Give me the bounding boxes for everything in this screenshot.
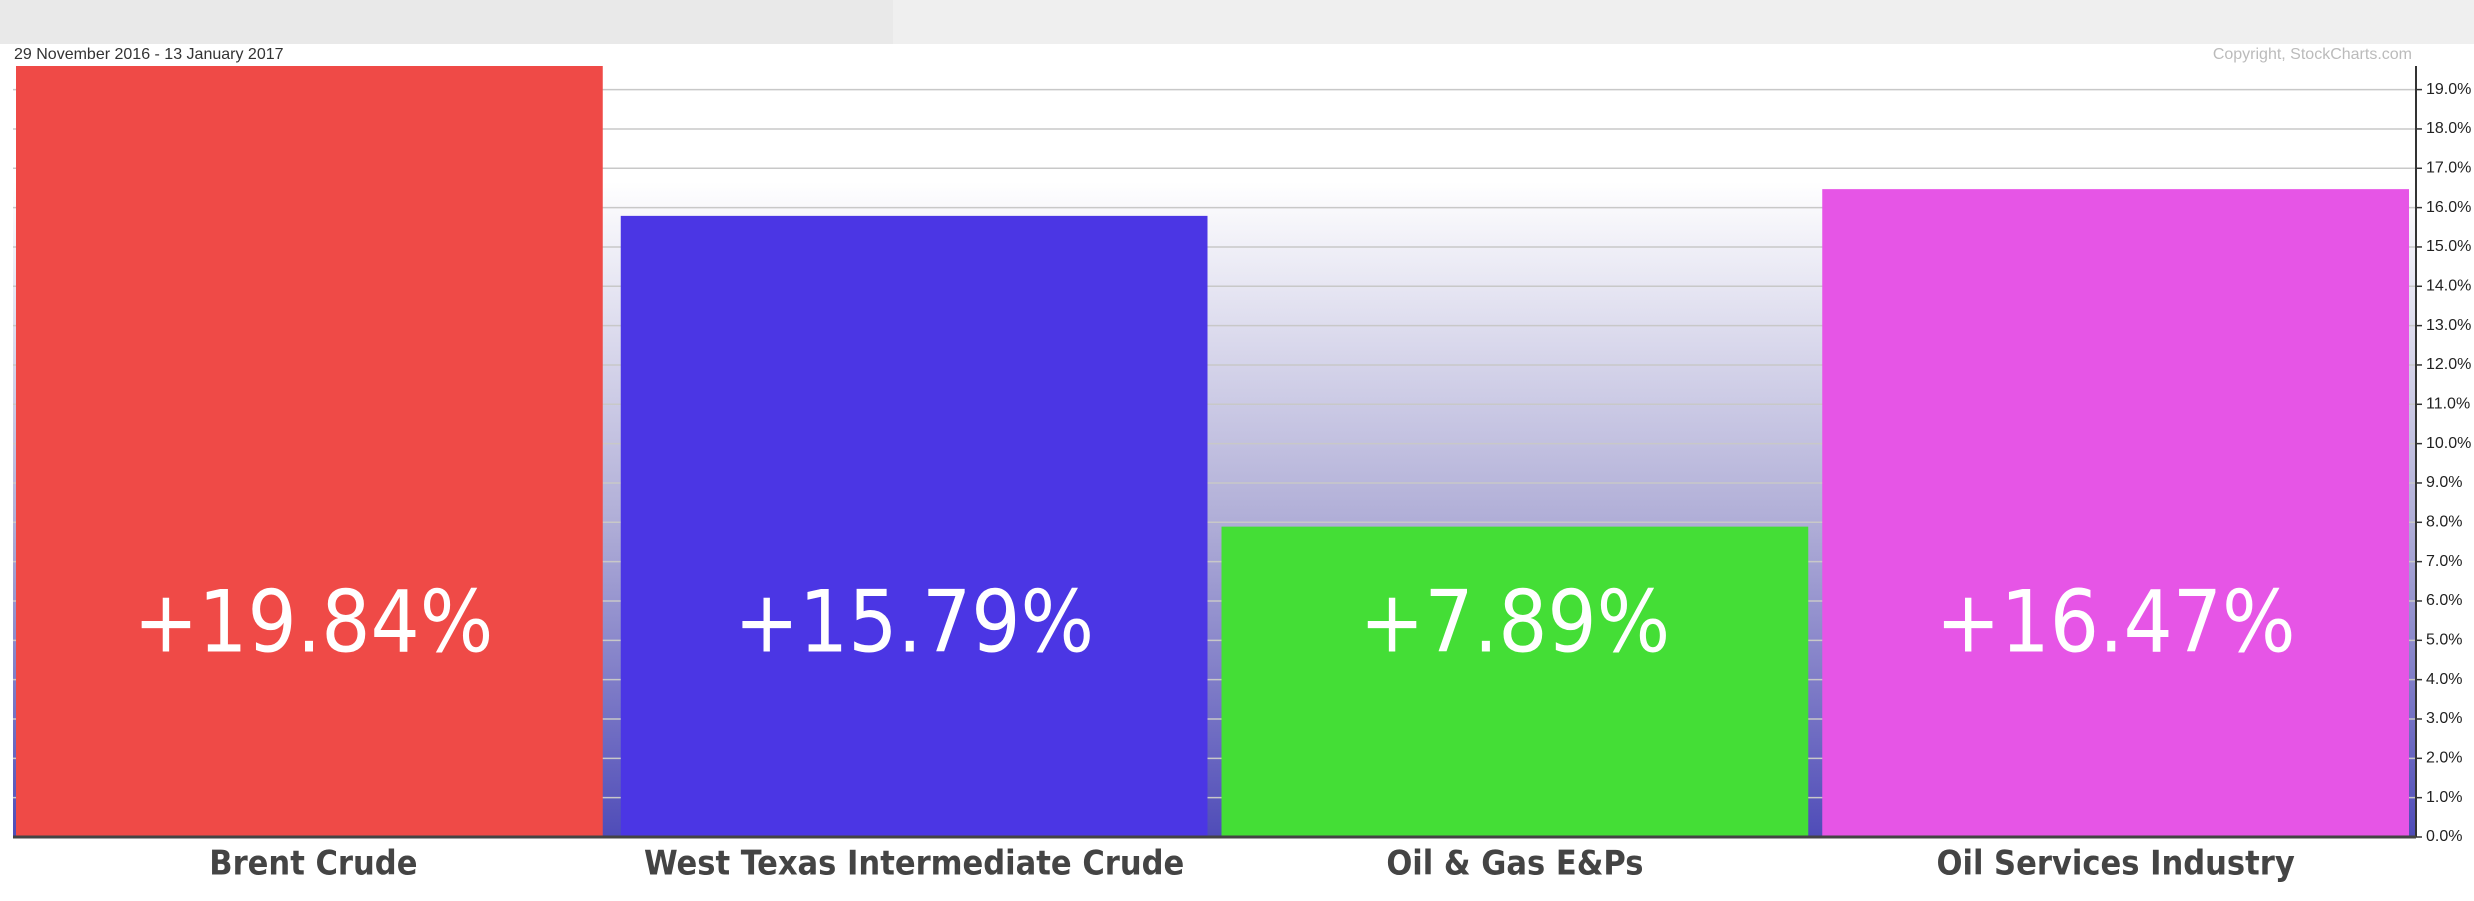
- y-tick-label: 7.0%: [2426, 553, 2462, 570]
- bar: [1822, 189, 2409, 837]
- header-tab: [0, 0, 893, 44]
- y-tick-label: 19.0%: [2426, 81, 2471, 98]
- labels: 0.0% 1.0% 2.0% 3.0% 4.0% 5.0% 6.0% 7.0% 8.0% 9.0%…: [133, 81, 2471, 884]
- y-tick-label: 0.0%: [2426, 828, 2462, 845]
- x-tick-label: Brent Crude: [209, 844, 417, 884]
- date-range: 29 November 2016 - 13 January 2017: [14, 46, 284, 63]
- x-tick-label: Oil & Gas E&Ps: [1386, 844, 1643, 884]
- y-tick-label: 10.0%: [2426, 435, 2471, 452]
- y-tick-label: 17.0%: [2426, 159, 2471, 176]
- y-tick-label: 4.0%: [2426, 671, 2462, 688]
- value-label: +7.89%: [1360, 572, 1671, 672]
- y-tick-label: 9.0%: [2426, 474, 2462, 491]
- y-tick-label: 8.0%: [2426, 514, 2462, 531]
- x-tick-label: Oil Services Industry: [1936, 844, 2294, 884]
- value-label: +16.47%: [1936, 572, 2296, 672]
- y-tick-label: 11.0%: [2426, 396, 2470, 413]
- y-tick-label: 12.0%: [2426, 356, 2471, 373]
- bar: [1221, 526, 1809, 837]
- y-tick-label: 13.0%: [2426, 317, 2471, 334]
- bar: [620, 215, 1208, 837]
- y-tick-label: 15.0%: [2426, 238, 2471, 255]
- y-tick-label: 1.0%: [2426, 789, 2462, 806]
- y-tick-label: 14.0%: [2426, 278, 2471, 295]
- y-tick-label: 16.0%: [2426, 199, 2471, 216]
- bars: [16, 66, 2409, 837]
- y-tick-label: 3.0%: [2426, 710, 2462, 727]
- y-tick-label: 6.0%: [2426, 592, 2462, 609]
- bar: [16, 66, 603, 837]
- y-tick-label: 2.0%: [2426, 750, 2462, 767]
- value-label: +19.84%: [133, 572, 493, 672]
- y-tick-label: 5.0%: [2426, 632, 2462, 649]
- value-label: +15.79%: [734, 572, 1094, 672]
- copyright: Copyright, StockCharts.com: [2213, 46, 2412, 63]
- x-tick-label: West Texas Intermediate Crude: [644, 844, 1184, 884]
- header-bar: [893, 0, 2474, 44]
- y-tick-label: 18.0%: [2426, 120, 2471, 137]
